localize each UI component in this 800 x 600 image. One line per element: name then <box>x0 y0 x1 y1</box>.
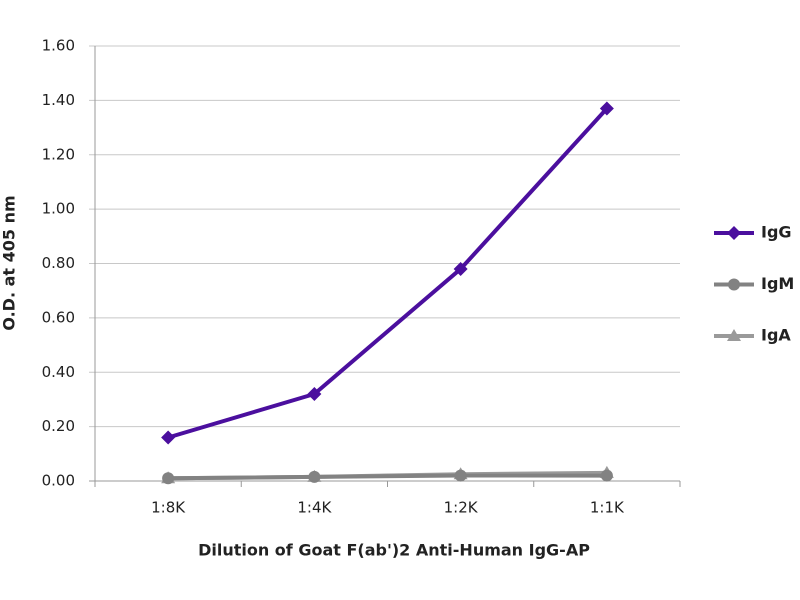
marker <box>453 261 468 276</box>
marker <box>728 278 740 291</box>
legend-label: IgG <box>761 223 792 242</box>
y-tick-label: 1.60 <box>42 37 75 55</box>
y-tick-label: 0.20 <box>42 417 75 435</box>
x-axis-title: Dilution of Goat F(ab')2 Anti-Human IgG-… <box>198 541 590 560</box>
marker <box>600 469 613 482</box>
x-tick-label: 1:1K <box>590 499 625 517</box>
marker <box>599 101 614 116</box>
y-tick-label: 1.40 <box>42 91 75 109</box>
series-line <box>167 107 609 440</box>
y-tick-label: 0.00 <box>42 472 75 490</box>
y-tick-label: 1.00 <box>42 200 75 218</box>
x-tick-label: 1:8K <box>151 499 186 517</box>
marker <box>308 470 321 483</box>
legend-label: IgA <box>761 326 791 345</box>
y-axis-title: O.D. at 405 nm <box>0 195 19 330</box>
marker <box>161 430 176 445</box>
y-tick-label: 0.60 <box>42 308 75 326</box>
series-line <box>168 473 607 481</box>
y-tick-label: 0.40 <box>42 363 75 381</box>
y-tick-label: 1.20 <box>42 145 75 163</box>
x-tick-label: 1:2K <box>444 499 479 517</box>
marker <box>727 226 741 240</box>
marker <box>307 387 322 401</box>
marker <box>454 469 467 482</box>
y-tick-label: 0.80 <box>42 254 75 272</box>
legend-label: IgM <box>761 274 794 293</box>
marker <box>727 329 741 341</box>
x-tick-label: 1:4K <box>297 499 332 517</box>
marker <box>162 472 175 485</box>
